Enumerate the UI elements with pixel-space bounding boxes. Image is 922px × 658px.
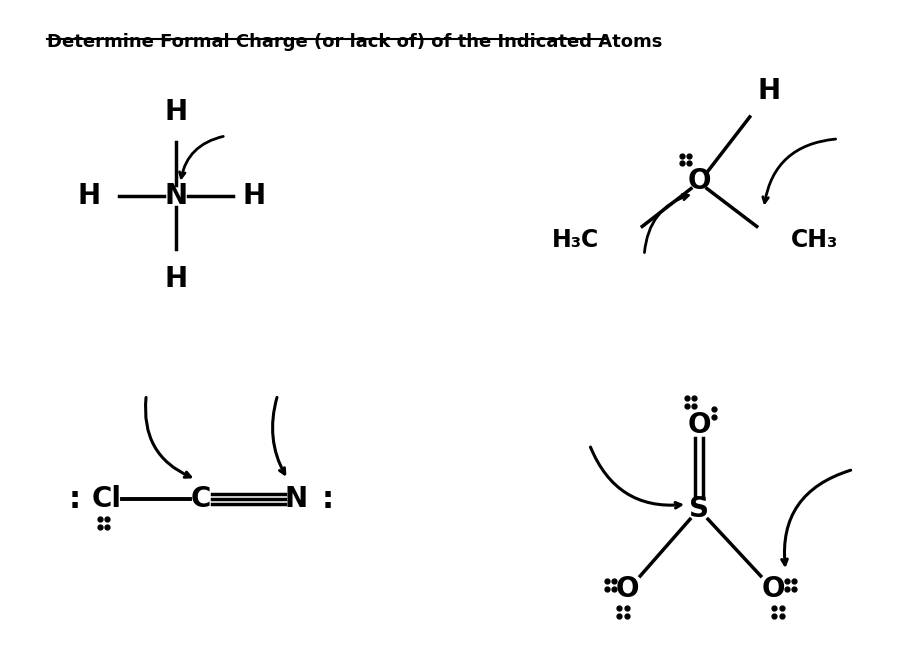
Text: H: H — [758, 77, 781, 105]
Text: CH₃: CH₃ — [790, 228, 838, 253]
Text: N: N — [165, 182, 188, 209]
Text: O: O — [762, 575, 786, 603]
Text: Determine Formal Charge (or lack of) of the Indicated Atoms: Determine Formal Charge (or lack of) of … — [47, 34, 662, 51]
Text: H: H — [242, 182, 266, 209]
Text: H: H — [165, 265, 188, 293]
Text: H: H — [165, 98, 188, 126]
Text: O: O — [687, 166, 711, 195]
Text: Cl: Cl — [91, 486, 122, 513]
Text: N: N — [284, 486, 307, 513]
Text: :: : — [68, 485, 81, 514]
Text: O: O — [616, 575, 639, 603]
Text: C: C — [191, 486, 211, 513]
Text: H₃C: H₃C — [552, 228, 599, 253]
Text: :: : — [322, 485, 334, 514]
Text: O: O — [687, 411, 711, 439]
Text: S: S — [689, 495, 709, 523]
Text: H: H — [77, 182, 100, 209]
